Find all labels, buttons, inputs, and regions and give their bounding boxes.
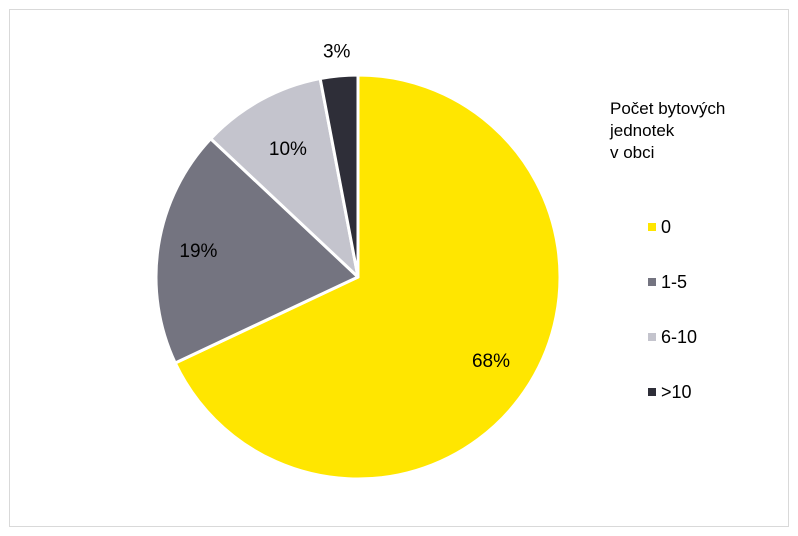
legend-swatch: [648, 333, 656, 341]
legend-item-0: 0: [648, 216, 671, 238]
pie-slice-1: [154, 137, 360, 365]
data-label-3: 3%: [323, 41, 351, 62]
pie-slices: [154, 73, 562, 481]
pie-slice-2: [209, 77, 360, 279]
legend-item-2: 6-10: [648, 326, 697, 348]
data-label-0: 68%: [472, 351, 510, 372]
legend-label: >10: [661, 382, 692, 402]
legend-item-1: 1-5: [648, 271, 687, 293]
legend-label: 6-10: [661, 327, 698, 347]
pie-slice-0: [173, 73, 562, 481]
legend-item-3: >10: [648, 381, 692, 403]
legend-swatch: [648, 388, 656, 396]
data-label-2: 10%: [269, 139, 307, 160]
data-label-1: 19%: [179, 241, 217, 262]
legend-label: 1-5: [661, 272, 688, 292]
legend-swatch: [648, 223, 656, 231]
pie-data-labels: 68% 19% 10% 3%: [179, 41, 510, 372]
pie-slice-3: [318, 73, 360, 279]
legend: Počet bytových jednotek v obci 0 1-5 6-10 >…: [610, 98, 780, 402]
legend-label: 0: [661, 217, 672, 237]
legend-title: Počet bytových jednotek v obci: [610, 99, 726, 162]
legend-swatch: [648, 278, 656, 286]
